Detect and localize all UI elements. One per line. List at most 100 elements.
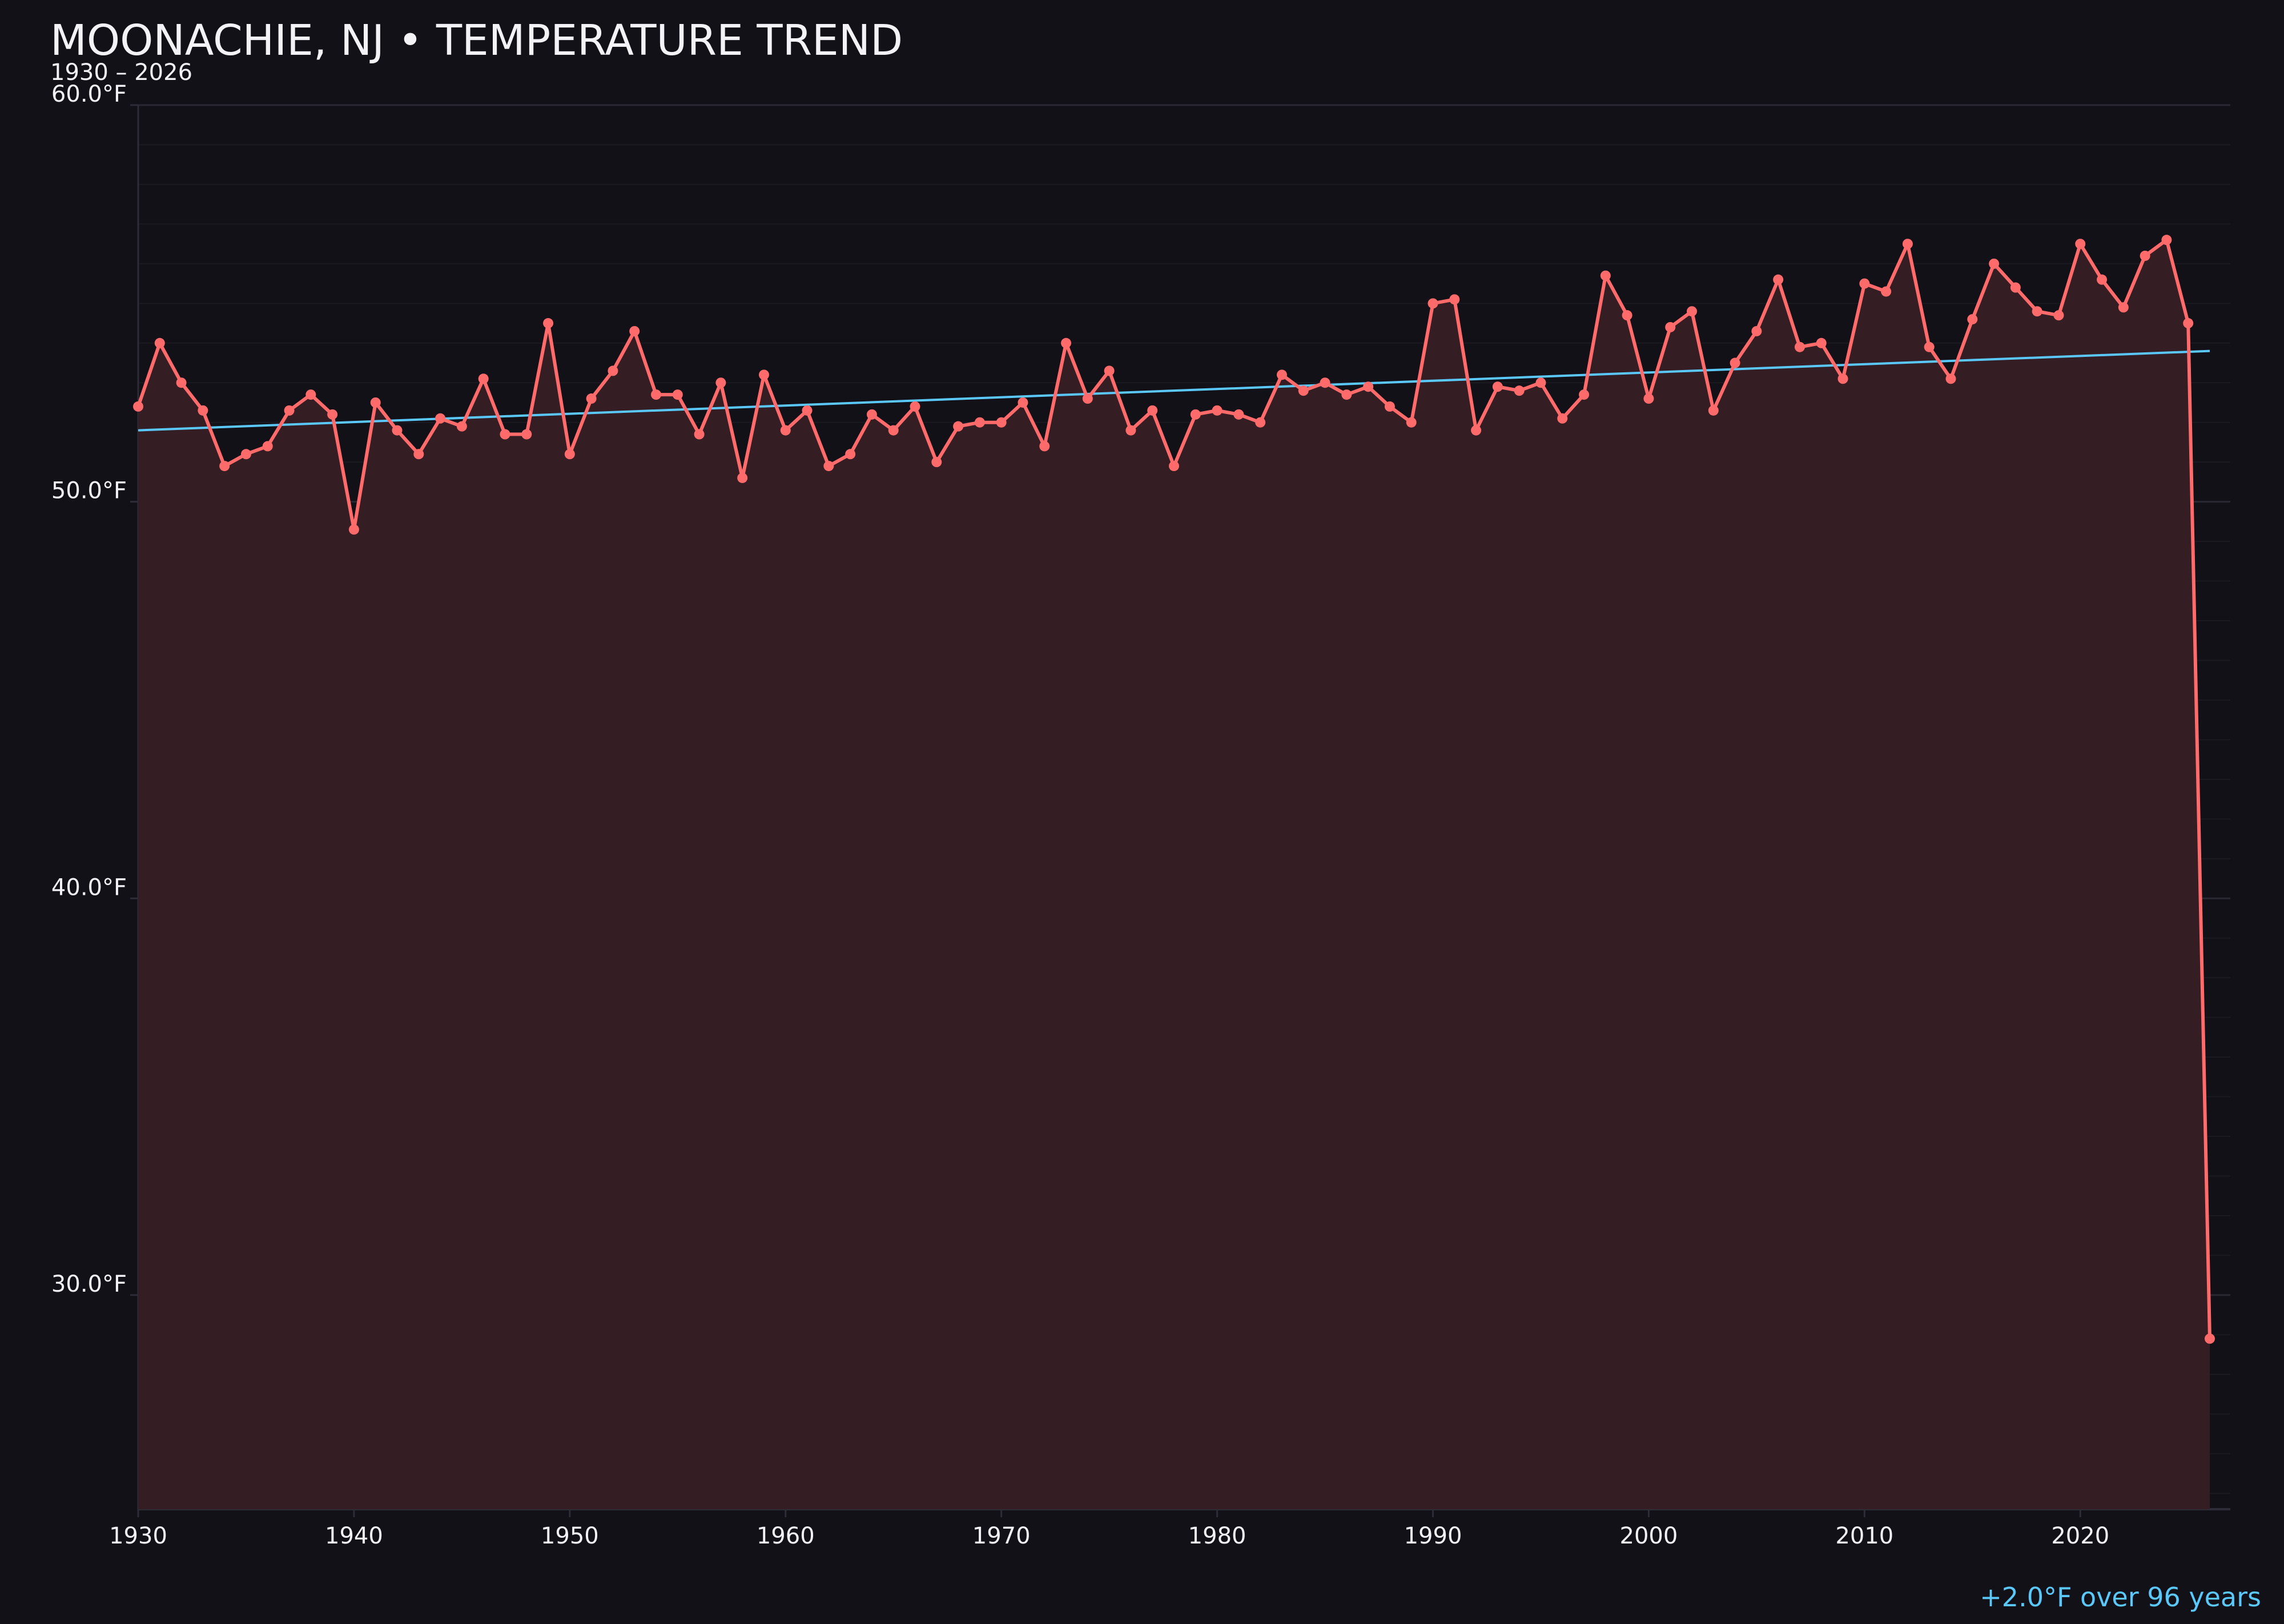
data-point xyxy=(1643,393,1654,404)
data-point xyxy=(2032,306,2042,317)
data-point xyxy=(694,429,705,440)
data-point xyxy=(1859,278,1870,289)
data-point xyxy=(823,461,834,472)
data-point xyxy=(1147,405,1158,416)
x-tick-label: 1980 xyxy=(1188,1523,1246,1549)
data-point xyxy=(154,337,165,348)
data-point xyxy=(1622,310,1632,321)
data-point xyxy=(2140,250,2150,261)
data-point xyxy=(413,449,424,460)
data-point xyxy=(586,393,597,404)
data-point xyxy=(2183,318,2194,329)
data-point xyxy=(2205,1333,2215,1344)
data-point xyxy=(370,397,381,408)
data-point xyxy=(2161,235,2172,246)
data-point xyxy=(284,405,295,416)
data-point xyxy=(1233,409,1244,420)
data-point xyxy=(1212,405,1223,416)
data-point xyxy=(500,429,510,440)
data-point xyxy=(2075,239,2086,250)
data-point xyxy=(1945,373,1956,384)
data-point xyxy=(1794,341,1805,352)
data-point xyxy=(1320,377,1330,388)
data-point xyxy=(2097,274,2108,285)
data-point xyxy=(2010,282,2021,293)
data-point xyxy=(629,325,640,336)
data-point xyxy=(262,441,273,452)
data-point xyxy=(1535,377,1546,388)
data-point xyxy=(1104,365,1115,376)
data-point xyxy=(240,449,251,460)
data-point xyxy=(1816,337,1827,348)
data-point xyxy=(910,401,920,412)
data-point xyxy=(953,421,964,432)
data-point xyxy=(974,417,985,428)
data-point xyxy=(802,405,813,416)
x-tick-label: 2020 xyxy=(2051,1523,2109,1549)
x-tick-label: 1950 xyxy=(541,1523,599,1549)
data-point xyxy=(2118,302,2129,313)
data-point xyxy=(478,373,489,384)
x-tick-label: 1990 xyxy=(1404,1523,1462,1549)
data-point xyxy=(1730,357,1740,368)
data-point xyxy=(866,409,877,420)
data-point xyxy=(1427,298,1438,309)
data-point xyxy=(219,461,230,472)
x-tick-label: 1960 xyxy=(757,1523,815,1549)
x-tick-label: 1940 xyxy=(325,1523,383,1549)
data-point xyxy=(564,449,575,460)
data-point xyxy=(1881,286,1892,297)
data-point xyxy=(1837,373,1848,384)
data-point xyxy=(2053,310,2064,321)
data-point xyxy=(1061,337,1072,348)
data-point xyxy=(1363,381,1374,392)
data-point xyxy=(456,421,467,432)
data-point xyxy=(1255,417,1266,428)
trend-annotation: +2.0°F over 96 years xyxy=(1980,1582,2261,1613)
data-point xyxy=(1989,258,2000,269)
x-tick-label: 1930 xyxy=(109,1523,167,1549)
data-point xyxy=(1751,325,1762,336)
data-point xyxy=(1708,405,1719,416)
chart-title: MOONACHIE, NJ • TEMPERATURE TREND xyxy=(50,16,903,65)
data-point xyxy=(1514,385,1525,396)
data-point xyxy=(996,417,1007,428)
data-point xyxy=(608,365,618,376)
data-point xyxy=(651,389,661,400)
data-point xyxy=(1169,461,1179,472)
data-point xyxy=(1902,239,1913,250)
data-point xyxy=(327,409,338,420)
data-point xyxy=(1082,393,1093,404)
data-point xyxy=(1687,306,1697,317)
data-point xyxy=(392,425,403,436)
data-point xyxy=(1967,314,1978,325)
x-tick-label: 1970 xyxy=(972,1523,1031,1549)
data-point xyxy=(931,457,942,468)
data-point xyxy=(715,377,726,388)
y-tick-label: 30.0°F xyxy=(51,1271,127,1297)
data-point xyxy=(1190,409,1201,420)
chart-subtitle: 1930 – 2026 xyxy=(50,59,193,86)
data-point xyxy=(737,472,748,483)
data-point xyxy=(176,377,187,388)
data-point xyxy=(1384,401,1395,412)
area-fill xyxy=(138,240,2210,1510)
data-point xyxy=(888,425,899,436)
data-point xyxy=(1341,389,1352,400)
data-point xyxy=(198,405,208,416)
trend-line xyxy=(138,349,2210,432)
data-point xyxy=(1579,389,1590,400)
data-point xyxy=(1449,294,1460,305)
data-point xyxy=(672,389,683,400)
data-point xyxy=(1492,381,1503,392)
data-point xyxy=(1298,385,1309,396)
x-tick-label: 2000 xyxy=(1620,1523,1678,1549)
data-point xyxy=(1406,417,1417,428)
data-point xyxy=(521,429,532,440)
data-point xyxy=(1471,425,1482,436)
data-point xyxy=(133,401,143,412)
data-point xyxy=(1276,369,1287,380)
data-point xyxy=(758,369,769,380)
data-point xyxy=(1018,397,1028,408)
